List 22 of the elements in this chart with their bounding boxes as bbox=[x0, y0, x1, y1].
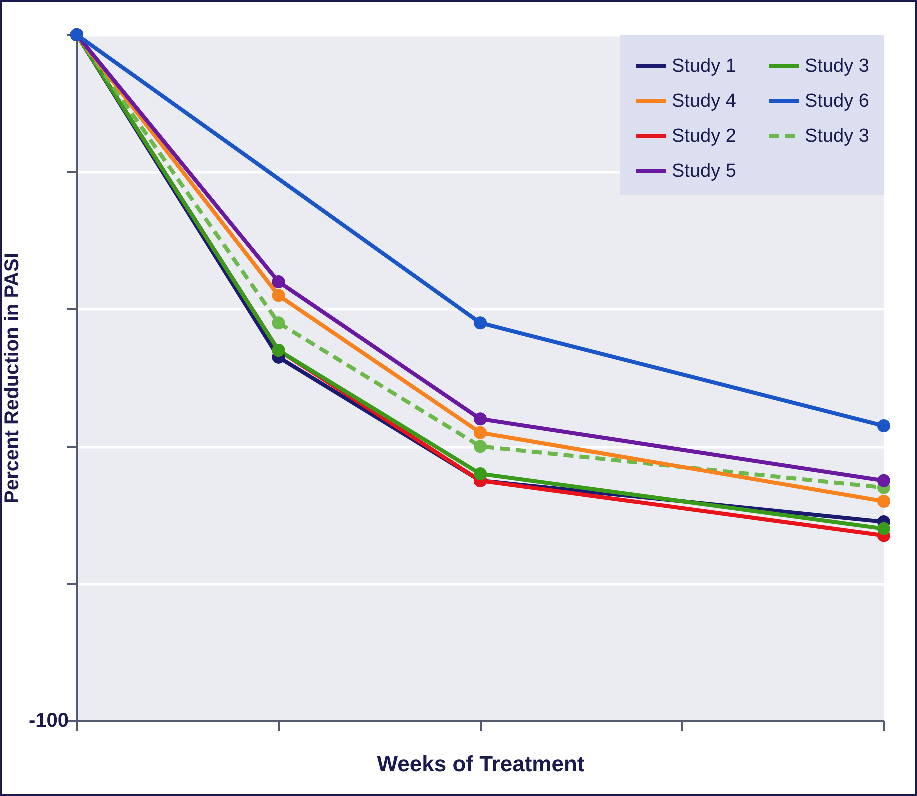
point bbox=[272, 289, 286, 302]
point bbox=[474, 426, 488, 440]
point bbox=[877, 474, 891, 488]
point bbox=[877, 494, 891, 508]
point bbox=[877, 420, 891, 433]
legend-label: Study 1 bbox=[672, 56, 736, 77]
legend-label: Study 3 bbox=[805, 126, 870, 147]
point bbox=[474, 316, 488, 330]
legend-label: Study 6 bbox=[805, 91, 870, 112]
point bbox=[474, 412, 488, 426]
x-axis-title: Weeks of Treatment bbox=[377, 752, 586, 776]
point bbox=[474, 468, 488, 481]
legend-label: Study 4 bbox=[672, 91, 737, 112]
legend-label: Study 5 bbox=[672, 161, 736, 182]
legend-label: Study 2 bbox=[672, 126, 736, 147]
point bbox=[272, 316, 286, 330]
legend-label: Study 3 bbox=[805, 56, 870, 77]
point bbox=[272, 275, 286, 288]
y-axis-title: Percent Reduction in PASI bbox=[2, 253, 24, 504]
point bbox=[877, 522, 891, 536]
point bbox=[474, 440, 488, 454]
text: -100 bbox=[28, 710, 69, 732]
